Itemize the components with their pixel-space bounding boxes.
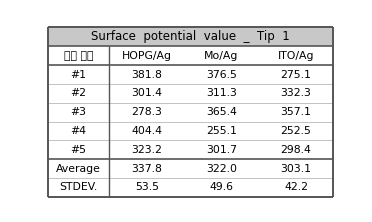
Text: Surface  potential  value  _  Tip  1: Surface potential value _ Tip 1 bbox=[91, 30, 290, 43]
Bar bbox=[109, 159, 184, 178]
Bar bbox=[109, 121, 184, 140]
Bar bbox=[109, 46, 184, 65]
Bar bbox=[48, 65, 109, 84]
Text: 376.5: 376.5 bbox=[206, 69, 237, 79]
Bar bbox=[48, 28, 333, 46]
Bar bbox=[184, 121, 259, 140]
Bar bbox=[109, 140, 184, 159]
Text: Average: Average bbox=[56, 164, 101, 174]
Bar bbox=[184, 178, 259, 197]
Bar bbox=[48, 140, 109, 159]
Bar bbox=[109, 103, 184, 121]
Text: 303.1: 303.1 bbox=[280, 164, 312, 174]
Bar bbox=[48, 84, 109, 103]
Text: 측정 위치: 측정 위치 bbox=[64, 51, 93, 61]
Text: 278.3: 278.3 bbox=[131, 107, 162, 117]
Bar bbox=[184, 159, 259, 178]
Bar bbox=[48, 121, 109, 140]
Bar bbox=[184, 46, 259, 65]
Bar bbox=[184, 103, 259, 121]
Text: 311.3: 311.3 bbox=[206, 88, 237, 98]
Bar bbox=[259, 178, 333, 197]
Text: 42.2: 42.2 bbox=[284, 182, 308, 192]
Bar bbox=[259, 140, 333, 159]
Text: 298.4: 298.4 bbox=[281, 145, 311, 155]
Text: 337.8: 337.8 bbox=[131, 164, 162, 174]
Text: 49.6: 49.6 bbox=[209, 182, 234, 192]
Bar bbox=[109, 84, 184, 103]
Bar bbox=[259, 46, 333, 65]
Text: 404.4: 404.4 bbox=[131, 126, 162, 136]
Text: #1: #1 bbox=[71, 69, 87, 79]
Text: 381.8: 381.8 bbox=[131, 69, 162, 79]
Text: STDEV.: STDEV. bbox=[60, 182, 98, 192]
Text: 255.1: 255.1 bbox=[206, 126, 237, 136]
Text: ITO/Ag: ITO/Ag bbox=[278, 51, 314, 61]
Text: 357.1: 357.1 bbox=[281, 107, 311, 117]
Text: 301.7: 301.7 bbox=[206, 145, 237, 155]
Text: 275.1: 275.1 bbox=[281, 69, 311, 79]
Bar bbox=[48, 159, 109, 178]
Bar bbox=[259, 159, 333, 178]
Bar bbox=[184, 65, 259, 84]
Text: #5: #5 bbox=[71, 145, 87, 155]
Bar bbox=[259, 121, 333, 140]
Text: 332.3: 332.3 bbox=[281, 88, 311, 98]
Bar bbox=[48, 178, 109, 197]
Bar bbox=[109, 178, 184, 197]
Text: #4: #4 bbox=[71, 126, 87, 136]
Bar bbox=[259, 103, 333, 121]
Bar bbox=[259, 65, 333, 84]
Text: 323.2: 323.2 bbox=[131, 145, 162, 155]
Bar bbox=[109, 65, 184, 84]
Text: Mo/Ag: Mo/Ag bbox=[204, 51, 239, 61]
Text: 53.5: 53.5 bbox=[135, 182, 159, 192]
Bar bbox=[48, 46, 109, 65]
Bar bbox=[259, 84, 333, 103]
Bar bbox=[48, 103, 109, 121]
Text: #3: #3 bbox=[71, 107, 87, 117]
Text: 365.4: 365.4 bbox=[206, 107, 237, 117]
Text: 252.5: 252.5 bbox=[281, 126, 311, 136]
Bar bbox=[184, 140, 259, 159]
Bar bbox=[184, 84, 259, 103]
Text: 322.0: 322.0 bbox=[206, 164, 237, 174]
Text: HOPG/Ag: HOPG/Ag bbox=[122, 51, 172, 61]
Text: #2: #2 bbox=[71, 88, 87, 98]
Text: 301.4: 301.4 bbox=[131, 88, 162, 98]
